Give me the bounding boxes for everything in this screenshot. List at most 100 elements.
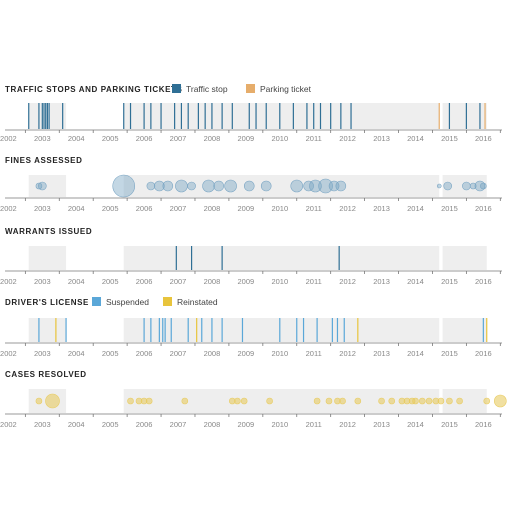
bubble-point: [462, 181, 471, 191]
tick-label: 2009: [238, 420, 255, 429]
bubble-point: [378, 397, 385, 405]
tick-label: 2013: [373, 277, 390, 286]
bubble-point: [483, 397, 491, 405]
tick-label: 2004: [68, 134, 85, 143]
bubble-point: [437, 397, 445, 405]
active-period-band: [442, 246, 487, 270]
tick-label: 2002: [0, 134, 17, 143]
tick-label: 2016: [475, 204, 492, 213]
active-period-band: [123, 246, 440, 270]
bubble-point: [335, 180, 347, 192]
legend-label: Traffic stop: [186, 84, 228, 94]
tick-label: 2006: [136, 277, 153, 286]
tick-label: 2006: [136, 134, 153, 143]
tick-label: 2005: [102, 420, 119, 429]
tick-label: 2010: [271, 277, 288, 286]
tick-label: 2012: [339, 277, 356, 286]
tick-label: 2006: [136, 349, 153, 358]
bubble-point: [494, 394, 507, 408]
tick-label: 2016: [475, 277, 492, 286]
tick-label: 2002: [0, 420, 17, 429]
bubble-point: [162, 180, 174, 192]
tick-label: 2007: [170, 277, 187, 286]
tick-label: 2008: [204, 349, 221, 358]
bubble-point: [412, 397, 419, 405]
tick-label: 2009: [238, 134, 255, 143]
tick-label: 2008: [204, 204, 221, 213]
tick-label: 2014: [407, 204, 424, 213]
tick-label: 2012: [339, 420, 356, 429]
bubble-point: [38, 181, 47, 191]
bubble-point: [260, 180, 272, 192]
tick-label: 2005: [102, 204, 119, 213]
panel-title: TRAFFIC STOPS AND PARKING TICKETS: [5, 85, 182, 94]
active-period-band: [442, 318, 487, 342]
tick-label: 2007: [170, 204, 187, 213]
tick-label: 2005: [102, 349, 119, 358]
bubble-point: [213, 180, 225, 192]
active-period-band: [28, 318, 67, 342]
tick-label: 2015: [441, 420, 458, 429]
bubble-point: [224, 179, 237, 193]
panel-title: FINES ASSESSED: [5, 156, 82, 165]
legend-label: Suspended: [106, 297, 149, 307]
tick-label: 2012: [339, 134, 356, 143]
legend-swatch: [246, 84, 255, 93]
active-period-band: [123, 175, 440, 197]
bubble-point: [234, 397, 241, 405]
bubble-point: [388, 397, 396, 405]
bubble-point: [313, 397, 321, 405]
bubble-point: [266, 397, 273, 405]
tick-label: 2013: [373, 134, 390, 143]
bubble-point: [187, 181, 196, 191]
active-period-band: [442, 175, 487, 197]
tick-label: 2012: [339, 349, 356, 358]
tick-label: 2011: [306, 277, 322, 286]
tick-label: 2013: [373, 204, 390, 213]
bubble-point: [456, 397, 463, 405]
tick-label: 2002: [0, 204, 17, 213]
tick-label: 2015: [441, 277, 458, 286]
panel-title: DRIVER'S LICENSE: [5, 298, 89, 307]
tick-label: 2010: [271, 204, 288, 213]
bubble-point: [303, 180, 314, 192]
tick-label: 2014: [407, 134, 424, 143]
bubble-point: [145, 397, 153, 405]
bubble-point: [240, 397, 248, 405]
panel-warrants-issued: WARRANTS ISSUED 2002 2003 2004 2005 2006 2007 2…: [0, 227, 502, 286]
tick-label: 2009: [238, 204, 255, 213]
bubble-point: [418, 397, 426, 405]
bubble-point: [425, 397, 433, 405]
tick-label: 2004: [68, 349, 85, 358]
tick-label: 2016: [475, 349, 492, 358]
tick-label: 2014: [407, 277, 424, 286]
panel-fines-assessed: FINES ASSESSED 2002 2003 2004 2005 2006 2007 20…: [0, 156, 502, 213]
bubble-point: [318, 178, 333, 194]
tick-label: 2002: [0, 277, 17, 286]
bubble-point: [436, 183, 442, 189]
tick-label: 2016: [475, 134, 492, 143]
bubble-point: [112, 174, 136, 198]
panel-title: WARRANTS ISSUED: [5, 227, 92, 236]
bubble-point: [325, 397, 333, 405]
tick-label: 2015: [441, 204, 458, 213]
tick-label: 2002: [0, 349, 17, 358]
active-period-band: [123, 389, 440, 413]
bubble-point: [480, 182, 487, 190]
tick-label: 2003: [34, 277, 51, 286]
bubble-point: [243, 180, 255, 192]
bubble-point: [443, 181, 453, 191]
tick-label: 2015: [441, 134, 458, 143]
bubble-point: [127, 397, 134, 405]
panel-cases-resolved: CASES RESOLVED 2002 2003 2004 2005 2006 2007 20…: [0, 370, 507, 429]
tick-label: 2010: [271, 134, 288, 143]
active-period-band: [28, 175, 67, 197]
tick-label: 2011: [306, 420, 322, 429]
bubble-point: [309, 179, 322, 193]
tick-label: 2003: [34, 204, 51, 213]
tick-label: 2006: [136, 420, 153, 429]
tick-label: 2016: [475, 420, 492, 429]
tick-label: 2004: [68, 420, 85, 429]
